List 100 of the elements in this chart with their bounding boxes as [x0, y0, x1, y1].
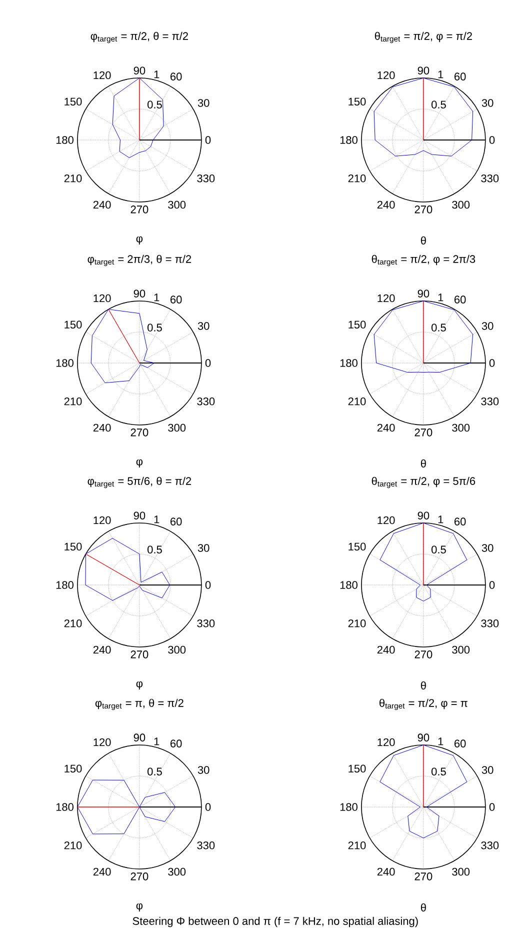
- spoke-label: 30: [482, 322, 494, 330]
- y-tick-label: 0.5: [431, 546, 446, 554]
- spoke-label: 120: [93, 294, 111, 302]
- y-tick-label: 0.5: [431, 100, 446, 108]
- spoke-label: 150: [348, 98, 366, 106]
- spoke-label: 120: [377, 738, 395, 746]
- spoke-label: 180: [56, 581, 74, 589]
- spoke-label: 150: [348, 764, 366, 773]
- spoke-label: 270: [414, 206, 432, 214]
- spoke-label: 120: [377, 294, 395, 302]
- spoke-label: 90: [418, 66, 429, 74]
- spoke-label: 180: [56, 359, 74, 367]
- spoke-label: 270: [414, 650, 432, 658]
- spoke-label: 150: [64, 764, 82, 773]
- spoke-label: 60: [170, 72, 182, 80]
- spoke-label: 60: [454, 296, 466, 304]
- text: θ: [420, 903, 426, 912]
- y-tick-label: 1: [438, 738, 443, 746]
- y-tick-label: 1: [154, 738, 159, 746]
- text: φ: [136, 459, 142, 468]
- spoke-label: 330: [480, 174, 498, 182]
- spoke-label: 30: [198, 322, 210, 330]
- spoke-label: 120: [377, 71, 395, 80]
- spoke-label: 90: [418, 512, 429, 520]
- spoke-label: 330: [480, 841, 498, 850]
- spoke-label: 0: [205, 136, 210, 144]
- spoke-label: 60: [170, 740, 182, 748]
- spoke-label: 330: [196, 841, 214, 850]
- chart-title: φ$_{target}$ = 2π/3, θ = π/2: [88, 254, 191, 266]
- chart-title: φ$_{target}$ = 5π/6, θ = π/2: [88, 476, 191, 488]
- text: φ: [136, 903, 142, 912]
- chart-title: θ$_{target}$ = π/2, φ = π/2: [374, 32, 472, 44]
- spoke-label: 240: [93, 646, 111, 654]
- spoke-label: 90: [134, 290, 145, 298]
- spoke-label: 210: [64, 619, 82, 628]
- spoke-label: 330: [196, 397, 214, 406]
- text: φ: [136, 236, 142, 245]
- spoke-label: 210: [348, 397, 366, 406]
- spoke-label: 30: [198, 766, 210, 774]
- spoke-label: 120: [377, 516, 395, 524]
- spoke-label: 60: [170, 296, 182, 304]
- spoke-label: 30: [198, 99, 210, 107]
- spoke-label: 240: [93, 868, 111, 876]
- spoke-label: 30: [482, 99, 494, 107]
- chart-title: θ$_{target}$ = π/2, φ = 5π/6: [372, 476, 475, 488]
- text: θ: [420, 459, 426, 468]
- text: φ: [136, 681, 142, 690]
- spoke-label: 240: [377, 868, 395, 876]
- spoke-label: 270: [414, 872, 432, 880]
- spoke-label: 270: [130, 872, 148, 880]
- spoke-label: 90: [134, 734, 145, 742]
- spoke-label: 210: [348, 841, 366, 850]
- chart-title: φ$_{target}$ = π/2, θ = π/2: [90, 32, 188, 44]
- spoke-label: 300: [452, 424, 470, 432]
- spoke-label: 150: [348, 320, 366, 329]
- spoke-label: 210: [64, 841, 82, 850]
- spoke-label: 180: [340, 136, 358, 144]
- text: Steering Φ between 0 and π (f = 7 kHz, no spatial aliasing): [132, 916, 418, 928]
- spoke-label: 300: [168, 200, 186, 209]
- spoke-label: 90: [418, 734, 429, 742]
- spoke-label: 0: [205, 803, 210, 811]
- spoke-label: 210: [348, 174, 366, 182]
- spoke-label: 120: [93, 71, 111, 80]
- spoke-label: 0: [205, 581, 210, 589]
- text: θ: [420, 236, 426, 244]
- spoke-label: 180: [340, 581, 358, 589]
- spoke-label: 300: [452, 868, 470, 876]
- spoke-label: 150: [348, 542, 366, 551]
- spoke-label: 120: [93, 516, 111, 524]
- spoke-label: 0: [489, 359, 494, 367]
- spoke-label: 30: [482, 544, 494, 552]
- y-tick-label: 1: [154, 70, 159, 78]
- spoke-label: 300: [452, 200, 470, 209]
- y-tick-label: 0.5: [147, 546, 162, 554]
- spoke-label: 240: [377, 646, 395, 654]
- y-tick-label: 0.5: [431, 768, 446, 776]
- chart-title: φ$_{target}$ = π, θ = π/2: [95, 698, 184, 710]
- spoke-label: 330: [196, 174, 214, 182]
- spoke-label: 270: [130, 206, 148, 214]
- spoke-label: 180: [56, 136, 74, 144]
- spoke-label: 180: [340, 359, 358, 367]
- spoke-label: 150: [64, 320, 82, 329]
- y-tick-label: 0.5: [147, 100, 162, 108]
- spoke-label: 90: [134, 512, 145, 520]
- spoke-label: 330: [196, 619, 214, 628]
- spoke-label: 270: [130, 650, 148, 658]
- y-tick-label: 0.5: [431, 324, 446, 332]
- chart-title: θ$_{target}$ = π/2, φ = 2π/3: [372, 254, 475, 266]
- spoke-label: 270: [130, 428, 148, 436]
- spoke-label: 0: [489, 136, 494, 144]
- spoke-label: 0: [489, 581, 494, 589]
- spoke-label: 60: [454, 72, 466, 80]
- y-tick-label: 0.5: [147, 324, 162, 332]
- y-tick-label: 1: [438, 294, 443, 302]
- y-tick-label: 1: [154, 516, 159, 524]
- spoke-label: 300: [452, 646, 470, 654]
- y-tick-label: 0.5: [147, 768, 162, 776]
- spoke-label: 0: [489, 803, 494, 811]
- spoke-label: 210: [348, 619, 366, 628]
- spoke-label: 330: [480, 397, 498, 406]
